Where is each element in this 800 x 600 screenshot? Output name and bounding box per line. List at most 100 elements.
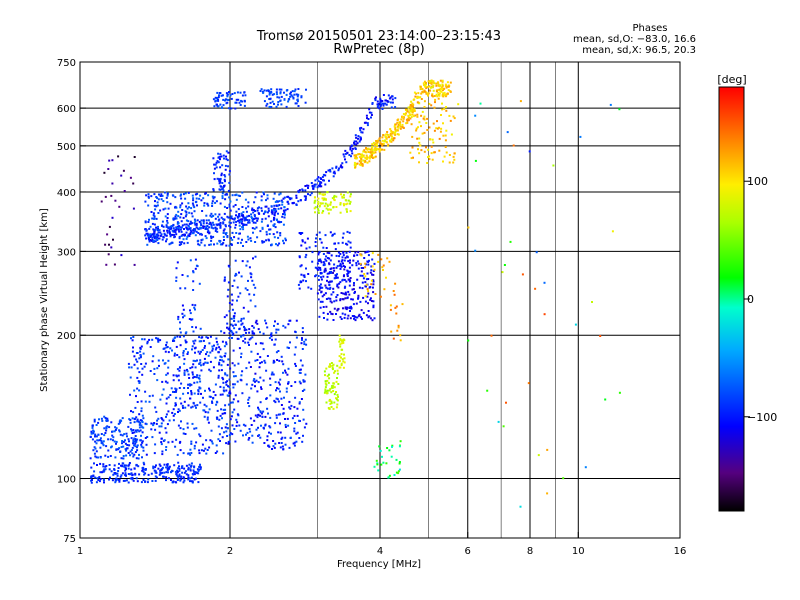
echo-point <box>221 340 224 343</box>
echo-point <box>441 79 444 82</box>
echo-point <box>118 447 121 450</box>
echo-point <box>366 288 369 291</box>
echo-point <box>256 217 259 220</box>
echo-point <box>241 100 244 103</box>
echo-point <box>270 91 273 94</box>
echo-point <box>221 164 224 167</box>
echo-point <box>139 356 142 359</box>
echo-point <box>268 445 271 448</box>
echo-point <box>417 92 420 95</box>
echo-point <box>149 235 152 238</box>
echo-point <box>398 462 401 465</box>
echo-point <box>228 107 231 110</box>
echo-point <box>381 108 384 110</box>
echo-point <box>155 234 158 237</box>
echo-point <box>298 256 301 259</box>
echo-point <box>358 160 361 163</box>
echo-point <box>146 481 149 484</box>
echo-point <box>276 93 278 96</box>
echo-point <box>141 469 144 472</box>
echo-point <box>282 213 284 216</box>
phases-heading: Phases <box>632 23 667 34</box>
echo-point <box>374 155 377 158</box>
echo-point <box>366 117 368 120</box>
echo-point <box>287 367 290 370</box>
echo-point <box>154 428 157 431</box>
echo-point <box>213 344 215 347</box>
echo-point <box>584 466 587 469</box>
echo-point <box>332 382 335 385</box>
echo-point <box>330 391 333 394</box>
echo-point <box>191 371 194 374</box>
echo-point <box>329 297 332 300</box>
echo-point <box>317 298 320 301</box>
echo-point <box>172 223 175 226</box>
echo-point <box>309 194 312 197</box>
echo-point <box>278 204 281 207</box>
echo-point <box>189 453 192 456</box>
echo-point <box>189 397 192 400</box>
echo-point <box>327 373 330 376</box>
echo-point <box>198 377 201 380</box>
echo-point <box>141 456 143 459</box>
echo-point <box>222 235 225 238</box>
echo-point <box>332 271 334 274</box>
echo-point <box>342 194 345 196</box>
echo-point <box>342 254 345 257</box>
echo-point <box>294 88 297 91</box>
echo-point <box>279 378 282 381</box>
echo-point <box>139 419 142 422</box>
echo-point <box>315 274 318 277</box>
echo-point <box>349 259 351 262</box>
echo-point <box>214 383 217 386</box>
echo-point <box>126 444 129 446</box>
echo-point <box>425 92 428 95</box>
echo-point <box>189 220 192 223</box>
echo-point <box>381 144 384 147</box>
echo-point <box>340 292 343 294</box>
echo-point <box>216 160 219 163</box>
echo-point <box>181 202 184 205</box>
echo-point <box>148 400 151 403</box>
echo-point <box>332 267 335 270</box>
echo-point <box>108 225 111 228</box>
echo-point <box>398 461 401 463</box>
echo-point <box>224 164 227 167</box>
echo-point <box>285 387 288 390</box>
echo-point <box>217 223 220 226</box>
echo-point <box>412 115 415 118</box>
echo-point <box>313 185 316 188</box>
echo-point <box>335 391 337 393</box>
echo-point <box>339 345 342 348</box>
echo-point <box>322 210 325 213</box>
echo-point <box>233 408 236 411</box>
echo-point <box>345 208 348 211</box>
echo-point <box>432 81 435 84</box>
echo-point <box>110 246 113 249</box>
echo-point <box>130 410 132 413</box>
echo-point <box>404 108 407 111</box>
echo-point <box>342 202 345 205</box>
echo-point <box>384 102 386 105</box>
echo-point <box>232 332 235 335</box>
echo-point <box>349 317 352 320</box>
echo-point <box>279 232 282 234</box>
echo-point <box>445 86 448 89</box>
echo-point <box>442 92 445 95</box>
echo-point <box>227 216 230 219</box>
echo-point <box>239 292 242 295</box>
echo-point <box>100 439 103 442</box>
echo-point <box>221 187 224 190</box>
echo-point <box>391 444 394 447</box>
echo-point <box>129 419 132 421</box>
echo-point <box>333 386 336 389</box>
echo-point <box>215 346 218 349</box>
echo-point <box>375 144 378 146</box>
echo-point <box>147 473 150 476</box>
echo-point <box>175 481 178 484</box>
echo-point <box>165 471 168 474</box>
echo-point <box>259 376 262 379</box>
echo-point <box>437 82 440 85</box>
echo-point <box>229 226 232 229</box>
echo-point <box>214 230 217 232</box>
